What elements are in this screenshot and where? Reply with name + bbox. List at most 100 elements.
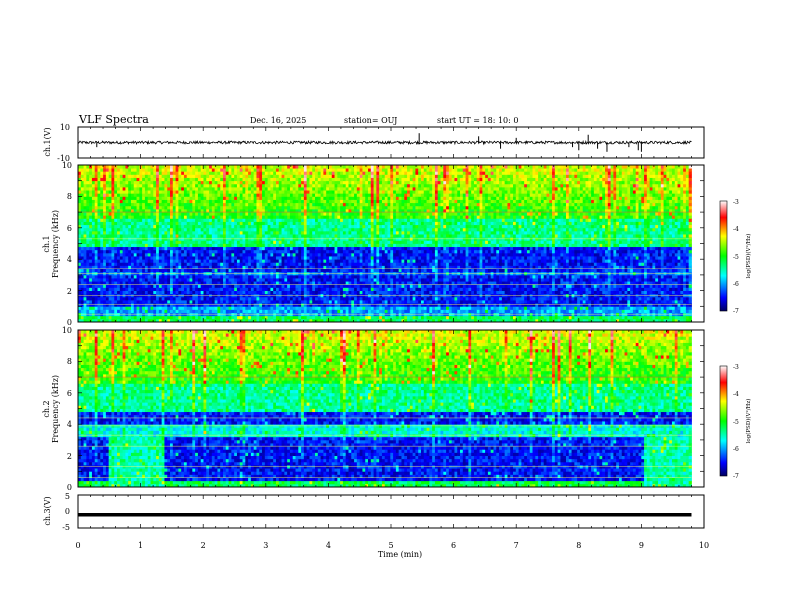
spectrogram-cell	[91, 318, 96, 322]
spectrogram-cell	[245, 186, 249, 191]
spectrogram-cell	[178, 290, 182, 295]
spectrogram-cell	[292, 287, 296, 291]
spectrogram-cell	[181, 309, 185, 313]
spectrogram-cell	[144, 221, 149, 226]
ch1-spectrogram-panel: 0 2 4 6 8 10 ch.1 Frequency (kHz) -3 -4 …	[42, 161, 752, 327]
spectrogram-cell	[331, 234, 335, 238]
spectrogram-cell	[309, 265, 313, 270]
spectrogram-cell	[225, 318, 229, 322]
spectrogram-cell	[150, 202, 154, 207]
spectrogram-cell	[328, 221, 333, 226]
spectrogram-cell	[267, 215, 271, 219]
spectrogram-cell	[158, 287, 163, 291]
spectrogram-cell	[306, 199, 310, 204]
spectrogram-cell	[150, 205, 154, 210]
spectrogram-cell	[262, 256, 266, 260]
spectrogram-cell	[130, 230, 135, 235]
spectrogram-cell	[164, 252, 168, 257]
spectrogram-cell	[323, 205, 327, 210]
spectrogram-cell	[153, 190, 157, 194]
spectrogram-cell	[214, 193, 218, 197]
spectrogram-cell	[234, 165, 238, 169]
spectrogram-cell	[234, 265, 238, 270]
spectrogram-cell	[340, 296, 344, 301]
spectrogram-cell	[267, 180, 271, 185]
spectrogram-cell	[153, 259, 157, 263]
spectrogram-cell	[105, 278, 110, 282]
spectrogram-cell	[200, 318, 204, 322]
spectrogram-cell	[105, 186, 110, 191]
spectrogram-cell	[172, 278, 176, 282]
spectrogram-cell	[192, 212, 196, 216]
spectrogram-cell	[345, 168, 349, 172]
spectrogram-cell	[250, 306, 255, 310]
spectrogram-cell	[225, 183, 229, 188]
spectrogram-cell	[125, 290, 129, 295]
spectrogram-cell	[167, 174, 171, 178]
spectrogram-cell	[220, 221, 224, 226]
spectrogram-cell	[170, 274, 174, 279]
spectrogram-cell	[256, 218, 260, 222]
spectrogram-cell	[150, 196, 154, 200]
spectrogram-cell	[245, 274, 249, 279]
spectrogram-cell	[189, 186, 193, 191]
spectrogram-cell	[239, 205, 243, 210]
spectrogram-cell	[301, 256, 305, 260]
spectrogram-cell	[195, 218, 199, 222]
spectrogram-cell	[181, 256, 185, 260]
spectrogram-cell	[89, 249, 93, 254]
spectrogram-cell	[91, 234, 96, 238]
spectrogram-cell	[326, 262, 330, 266]
spectrogram-cell	[326, 186, 330, 191]
spectrogram-cell	[275, 315, 280, 320]
spectrogram-cell	[273, 168, 277, 172]
spectrogram-cell	[239, 290, 243, 295]
spectrogram-cell	[94, 306, 98, 310]
spectrogram-cell	[234, 224, 238, 229]
spectrogram-cell	[270, 171, 274, 175]
spectrogram-cell	[164, 309, 168, 313]
spectrogram-cell	[153, 315, 157, 320]
spectrogram-cell	[206, 284, 210, 288]
spectrogram-cell	[197, 199, 202, 204]
spectrogram-cell	[153, 284, 157, 288]
spectrogram-cell	[250, 300, 255, 304]
spectrogram-cell	[295, 306, 299, 310]
spectrogram-cell	[228, 208, 232, 213]
spectrogram-cell	[236, 278, 241, 282]
spectrogram-cell	[223, 218, 227, 222]
spectrogram-cell	[122, 193, 126, 197]
spectrogram-cell	[292, 315, 296, 320]
spectrogram-cell	[206, 199, 210, 204]
spectrogram-cell	[267, 171, 271, 175]
spectrogram-cell	[281, 202, 285, 207]
spectrogram-cell	[328, 249, 333, 254]
spectrogram-cell	[89, 259, 93, 263]
spectrogram-cell	[211, 186, 216, 191]
spectrogram-cell	[161, 186, 165, 191]
spectrogram-cell	[259, 168, 263, 172]
spectrogram-cell	[337, 252, 341, 257]
spectrogram-cell	[259, 243, 263, 248]
spectrogram-cell	[250, 315, 255, 320]
spectrogram-cell	[197, 218, 202, 222]
spectrogram-cell	[111, 290, 115, 295]
spectrogram-cell	[345, 171, 349, 175]
spectrogram-cell	[248, 174, 252, 178]
spectrogram-cell	[337, 218, 341, 222]
spectrogram-cell	[100, 177, 104, 182]
spectrogram-cell	[281, 296, 285, 301]
spectrogram-cell	[317, 165, 321, 169]
spectrogram-cell	[234, 243, 238, 248]
spectrogram-cell	[94, 180, 98, 185]
spectrogram-cell	[245, 268, 249, 273]
spectrogram-cell	[167, 183, 171, 188]
spectrogram-cell	[78, 227, 82, 232]
spectrogram-cell	[259, 199, 263, 204]
spectrogram-cell	[331, 190, 335, 194]
spectrogram-cell	[144, 296, 149, 301]
spectrogram-cell	[287, 284, 291, 288]
spectrogram-cell	[236, 262, 241, 266]
spectrogram-cell	[250, 227, 255, 232]
spectrogram-cell	[281, 174, 285, 178]
